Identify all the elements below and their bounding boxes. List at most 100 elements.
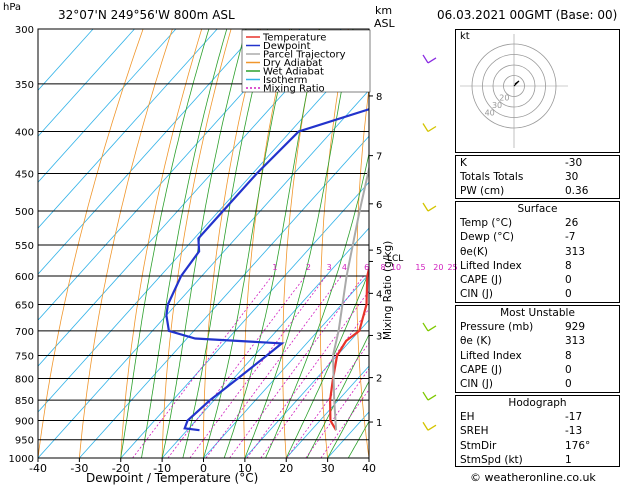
hodograph-panel: kt 20 30 40 xyxy=(455,29,620,153)
hodograph-index-value: -17 xyxy=(565,411,583,424)
km-label: km xyxy=(375,4,393,17)
hodograph-index-label: EH xyxy=(460,411,475,424)
most-unstable-panel: Most Unstable Pressure (mb) 929 θe (K) 313 L… xyxy=(455,305,620,393)
km-tick-label: 6 xyxy=(376,200,382,211)
temp-tick-label: 30 xyxy=(321,462,335,475)
most-unstable-label: CIN (J) xyxy=(460,377,493,390)
legend-label: Temperature xyxy=(262,33,326,44)
isotherm-line xyxy=(38,43,369,413)
legend-label: Dewpoint xyxy=(263,41,311,52)
pressure-tick-label: 400 xyxy=(15,128,34,139)
hodograph-index-label: StmSpd (kt) xyxy=(460,453,523,466)
surface-value: -7 xyxy=(565,231,576,244)
wet-adiabat-line xyxy=(182,29,268,458)
mixing-ratio-label: 20 xyxy=(433,263,443,272)
hodograph-ring-label: 30 xyxy=(492,101,502,110)
mixing-ratio-label: 2 xyxy=(306,263,311,272)
most-unstable-label: CAPE (J) xyxy=(460,363,503,376)
hodograph-ring-label: 40 xyxy=(485,108,495,117)
index-label: PW (cm) xyxy=(460,185,505,198)
isotherm-line xyxy=(244,319,369,458)
indices-panel: K -30 Totals Totals 30 PW (cm) 0.36 xyxy=(455,155,620,199)
surface-value: 8 xyxy=(565,259,572,272)
isotherm-line xyxy=(203,273,369,458)
surface-value: 0 xyxy=(565,273,572,286)
surface-panel: Surface Temp (°C) 26 Dewp (°C) -7 θe(K) 313 Li… xyxy=(455,201,620,303)
mixing-ratio-line xyxy=(305,368,369,458)
isotherm-line xyxy=(38,29,301,321)
surface-label: Lifted Index xyxy=(460,259,522,272)
index-label: K xyxy=(460,157,467,169)
hodograph-index-row: StmDir 176° xyxy=(456,439,619,453)
km-tick-label: 3 xyxy=(376,331,382,342)
hodograph-ring-label: 20 xyxy=(499,94,509,103)
hodograph-index-value: 176° xyxy=(565,439,591,452)
pressure-tick-label: 450 xyxy=(15,169,34,180)
hodograph-trace xyxy=(513,80,520,87)
hodograph-title: Hodograph xyxy=(508,397,567,409)
mixing-ratio-line xyxy=(167,275,306,458)
pressure-tick-label: 900 xyxy=(15,416,34,427)
km-tick-label: 1 xyxy=(376,418,382,429)
most-unstable-row: CIN (J) 0 xyxy=(456,377,619,391)
index-value: 30 xyxy=(565,171,579,184)
pressure-tick-label: 500 xyxy=(15,207,34,218)
isotherm-line xyxy=(38,29,135,137)
most-unstable-title: Most Unstable xyxy=(500,307,575,319)
isotherm-line xyxy=(38,29,259,275)
surface-row: θe(K) 313 xyxy=(456,245,619,259)
surface-value: 0 xyxy=(565,288,572,301)
lcl-label: LCL xyxy=(387,254,404,264)
isotherm-line xyxy=(38,29,177,183)
km-tick-label: 4 xyxy=(376,289,382,300)
surface-value: 313 xyxy=(565,245,586,258)
surface-value: 26 xyxy=(565,217,579,230)
most-unstable-label: θe (K) xyxy=(460,335,492,348)
index-row: PW (cm) 0.36 xyxy=(456,184,619,198)
dewpoint-profile xyxy=(165,51,369,432)
legend-label: Isotherm xyxy=(263,75,307,86)
dry-adiabat-line xyxy=(38,29,144,458)
most-unstable-label: Pressure (mb) xyxy=(460,321,534,334)
hodograph-index-row: EH -17 xyxy=(456,410,619,424)
surface-label: θe(K) xyxy=(460,245,488,258)
pressure-tick-label: 350 xyxy=(15,80,34,91)
pressure-tick-label: 950 xyxy=(15,436,34,447)
temp-tick-label: -10 xyxy=(153,462,171,475)
mixing-ratio-line xyxy=(189,275,327,458)
wind-barb xyxy=(422,123,437,133)
hodograph-index-row: SREH -13 xyxy=(456,424,619,438)
index-value: 0.36 xyxy=(565,185,589,198)
surface-label: CIN (J) xyxy=(460,288,493,301)
pressure-tick-label: 1000 xyxy=(9,454,34,465)
legend-box xyxy=(241,29,371,93)
wet-adiabat-line xyxy=(120,29,210,458)
pressure-tick-label: 850 xyxy=(15,396,34,407)
most-unstable-value: 0 xyxy=(565,363,572,376)
surface-row: CAPE (J) 0 xyxy=(456,273,619,287)
km-tick-label: 2 xyxy=(376,374,382,385)
wind-barb xyxy=(422,54,437,64)
legend-label: Wet Adiabat xyxy=(263,67,324,78)
most-unstable-row: Pressure (mb) 929 xyxy=(456,320,619,334)
mixing-ratio-label: 3 xyxy=(327,263,332,272)
pressure-axis-unit: hPa xyxy=(3,2,22,13)
hodograph-index-label: SREH xyxy=(460,425,489,438)
most-unstable-row: Lifted Index 8 xyxy=(456,349,619,363)
isotherm-line xyxy=(79,135,369,458)
temp-tick-label: 10 xyxy=(238,462,252,475)
hodograph-indices-panel: Hodograph EH -17 SREH -13 StmDir 176° StmSpd (… xyxy=(455,395,620,467)
wind-barb xyxy=(422,202,437,212)
dry-adiabat-line xyxy=(356,85,369,458)
pressure-tick-label: 800 xyxy=(15,374,34,385)
most-unstable-row: θe (K) 313 xyxy=(456,334,619,348)
most-unstable-value: 0 xyxy=(565,377,572,390)
most-unstable-row: CAPE (J) 0 xyxy=(456,363,619,377)
pressure-tick-label: 600 xyxy=(15,272,34,283)
index-row: K -30 xyxy=(456,156,619,170)
wind-barb xyxy=(422,322,437,332)
surface-label: Dewp (°C) xyxy=(460,231,514,244)
index-value: -30 xyxy=(565,157,583,169)
